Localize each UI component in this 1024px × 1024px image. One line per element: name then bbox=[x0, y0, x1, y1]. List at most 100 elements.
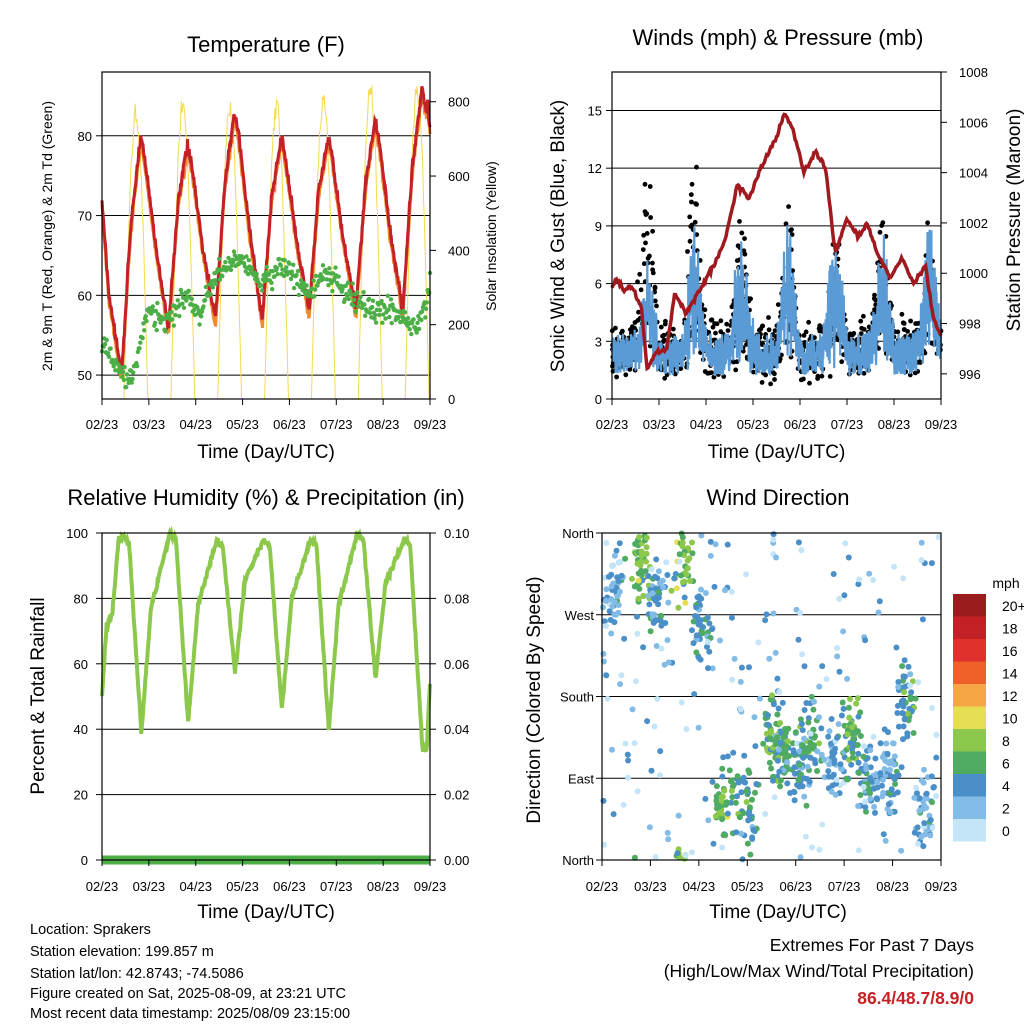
gust-point bbox=[742, 236, 747, 242]
direction-point bbox=[737, 706, 744, 713]
direction-point bbox=[616, 588, 623, 595]
gust-point bbox=[648, 215, 653, 220]
gust-point bbox=[789, 227, 794, 233]
direction-point bbox=[773, 554, 780, 561]
direction-point bbox=[801, 663, 808, 670]
direction-point bbox=[874, 778, 881, 785]
direction-point bbox=[608, 596, 615, 603]
dewpoint-point bbox=[254, 271, 259, 276]
direction-point bbox=[815, 714, 822, 721]
direction-point bbox=[638, 552, 645, 559]
direction-point bbox=[933, 754, 940, 761]
winds-left-tick-label: 9 bbox=[595, 219, 602, 234]
direction-point bbox=[795, 539, 802, 546]
direction-point bbox=[781, 726, 788, 732]
direction-point bbox=[638, 548, 645, 555]
direction-point bbox=[762, 617, 769, 624]
direction-point bbox=[706, 648, 713, 655]
gust-point bbox=[751, 369, 756, 375]
dewpoint-point bbox=[380, 312, 386, 317]
dewpoint-point bbox=[289, 269, 294, 274]
direction-point bbox=[839, 699, 846, 706]
gust-point bbox=[817, 328, 823, 334]
direction-point bbox=[928, 560, 935, 567]
direction-point bbox=[929, 799, 935, 806]
direction-point bbox=[880, 776, 886, 783]
dewpoint-point bbox=[295, 268, 301, 274]
direction-point bbox=[766, 759, 773, 766]
direction-point bbox=[635, 595, 642, 602]
precip-right-tick-label: 0.02 bbox=[444, 788, 469, 803]
dewpoint-point bbox=[177, 313, 182, 319]
dewpoint-point bbox=[130, 376, 135, 382]
direction-point bbox=[625, 774, 632, 781]
dewpoint-point bbox=[171, 323, 176, 328]
gust-point bbox=[772, 377, 777, 382]
direction-point bbox=[695, 621, 702, 628]
direction-point bbox=[736, 814, 743, 821]
direction-point bbox=[869, 778, 876, 785]
dewpoint-point bbox=[372, 316, 377, 321]
gust-point bbox=[772, 328, 778, 333]
direction-point bbox=[764, 712, 771, 719]
gust-point bbox=[658, 324, 664, 330]
direction-point bbox=[722, 587, 728, 594]
direction-point bbox=[807, 730, 814, 737]
direction-point bbox=[777, 777, 784, 784]
direction-point bbox=[848, 761, 855, 768]
humidity-left-tick-label: 60 bbox=[74, 657, 88, 672]
dewpoint-point bbox=[155, 300, 160, 306]
direction-point bbox=[810, 706, 817, 713]
direction-point bbox=[765, 721, 772, 728]
direction-point bbox=[890, 740, 897, 747]
temperature-x-tick-label: 04/23 bbox=[179, 417, 212, 432]
direction-point bbox=[855, 581, 862, 588]
dewpoint-point bbox=[407, 327, 412, 332]
gust-point bbox=[630, 324, 635, 330]
dewpoint-point bbox=[197, 322, 202, 327]
direction-point bbox=[814, 768, 821, 774]
direction-point bbox=[832, 791, 839, 798]
direction-point bbox=[617, 559, 624, 565]
gust-point bbox=[643, 240, 648, 246]
direction-point bbox=[734, 793, 740, 800]
direction-point bbox=[891, 761, 898, 768]
direction-point bbox=[843, 775, 850, 782]
temperature-left-tick-label: 80 bbox=[78, 129, 92, 144]
gust-point bbox=[613, 325, 618, 331]
direction-point bbox=[721, 787, 728, 794]
direction-point bbox=[664, 637, 671, 644]
dewpoint-point bbox=[301, 280, 306, 286]
dewpoint-point bbox=[352, 297, 357, 303]
direction-point bbox=[743, 571, 750, 578]
precip-right-tick-label: 0.04 bbox=[444, 722, 469, 737]
direction-point bbox=[753, 781, 760, 787]
colorbar-swatch bbox=[953, 594, 986, 617]
direction-point bbox=[866, 790, 873, 797]
direction-point bbox=[762, 811, 769, 817]
dewpoint-point bbox=[402, 310, 408, 315]
direction-point bbox=[825, 773, 832, 780]
gust-point bbox=[647, 184, 653, 189]
direction-point bbox=[698, 532, 705, 539]
direction-point bbox=[841, 592, 848, 599]
dewpoint-point bbox=[386, 307, 391, 312]
direction-point bbox=[894, 702, 901, 709]
direction-point bbox=[855, 759, 862, 766]
direction-point bbox=[856, 770, 862, 776]
direction-point bbox=[767, 729, 774, 736]
gust-point bbox=[866, 324, 872, 330]
dewpoint-point bbox=[111, 364, 116, 369]
direction-point bbox=[751, 714, 758, 721]
direction-point bbox=[871, 803, 878, 810]
direction-point bbox=[908, 689, 915, 696]
gust-point bbox=[708, 317, 714, 323]
direction-point bbox=[898, 847, 905, 854]
direction-point bbox=[740, 774, 747, 781]
gust-point bbox=[786, 204, 791, 210]
direction-point bbox=[849, 724, 856, 731]
direction-point bbox=[647, 628, 654, 635]
direction-point bbox=[794, 781, 801, 788]
dewpoint-point bbox=[313, 287, 318, 292]
direction-point bbox=[865, 785, 872, 792]
